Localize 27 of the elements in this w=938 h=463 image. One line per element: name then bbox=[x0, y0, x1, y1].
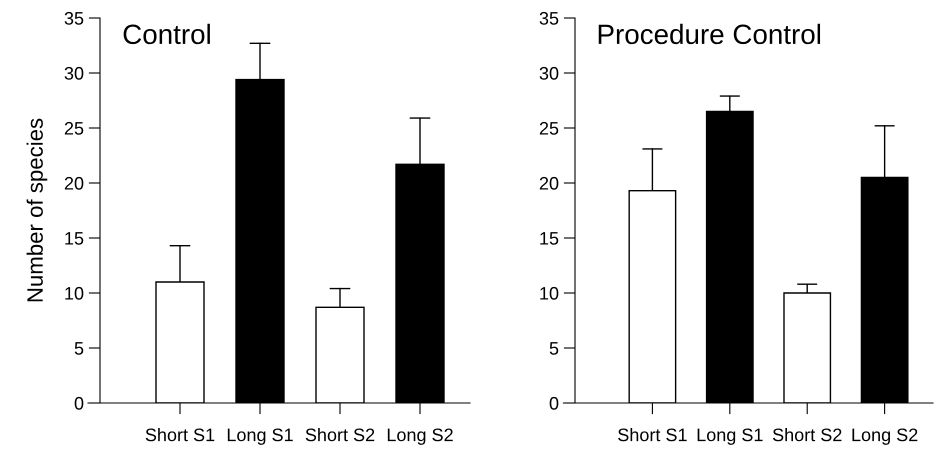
y-tick-label: 20 bbox=[540, 176, 558, 190]
y-tick-label: 25 bbox=[64, 122, 84, 135]
y-tick-label: 5 bbox=[74, 342, 84, 355]
y-tick-label: 25 bbox=[540, 122, 558, 135]
y-tick-label: 30 bbox=[64, 66, 84, 80]
x-tick-label: Short S1 bbox=[618, 428, 687, 442]
chart-title: Procedure Control bbox=[598, 24, 820, 44]
x-tick-label: Short S1 bbox=[146, 428, 214, 442]
x-tick-label: Long S1 bbox=[698, 428, 763, 445]
y-tick-label: 15 bbox=[540, 232, 558, 245]
x-tick-label: Long S2 bbox=[388, 428, 453, 445]
y-tick-label: 35 bbox=[64, 12, 84, 25]
x-tick-label: Long S2 bbox=[852, 428, 918, 445]
y-axis-title: Number of species bbox=[26, 118, 48, 302]
y-tick-label: 30 bbox=[540, 66, 558, 80]
y-tick-label: 0 bbox=[550, 396, 558, 410]
y-tick-label: 0 bbox=[74, 396, 84, 410]
y-tick-label: 20 bbox=[64, 176, 84, 190]
y-tick-label: 5 bbox=[550, 342, 558, 355]
chart-title: Control bbox=[124, 24, 210, 44]
y-tick-label: 35 bbox=[540, 12, 558, 25]
x-tick-label: Long S1 bbox=[228, 428, 293, 445]
x-tick-label: Short S2 bbox=[306, 428, 374, 442]
y-tick-label: 15 bbox=[65, 232, 84, 245]
y-tick-label: 10 bbox=[540, 286, 558, 300]
x-tick-label: Short S2 bbox=[772, 428, 842, 442]
y-tick-label: 10 bbox=[65, 286, 84, 300]
